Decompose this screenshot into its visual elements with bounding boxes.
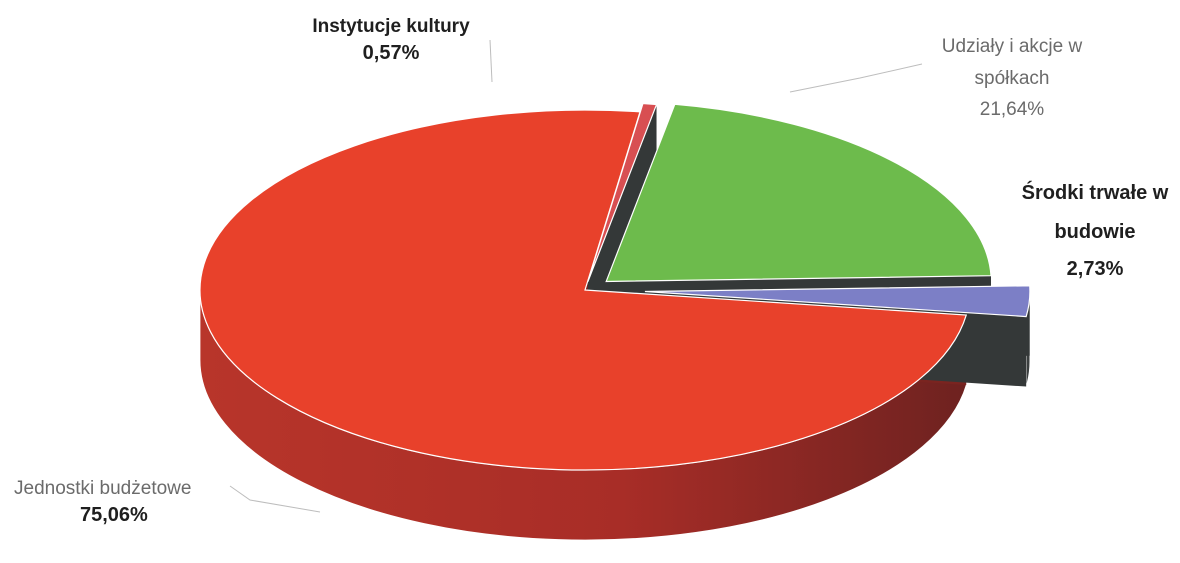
slice-label-name: Instytucje kultury — [312, 16, 470, 37]
label-srodki-trwale: Środki trwałe w budowie 2,73% — [1015, 180, 1175, 283]
slice-label-value: 0,57% — [362, 41, 420, 64]
leader-line-instytucje — [489, 39, 493, 83]
slice-label-name-line2: budowie — [1054, 221, 1136, 243]
label-instytucje-kultury: Instytucje kultury 0,57% — [296, 14, 486, 67]
pie-slice-środki-trwałe-w-budowie — [644, 285, 1031, 318]
leader-line-jednostki — [229, 485, 321, 513]
pie-slice-instytucje-kultury — [587, 102, 658, 282]
slice-label-name-line2: spółkach — [974, 67, 1050, 89]
leader-line-udzialy — [789, 63, 923, 93]
slice-label-name: Jednostki budżetowe — [14, 478, 192, 499]
pie-slice-jednostki-budżetowe — [199, 109, 968, 471]
label-udzialy-akcje: Udziały i akcje w spółkach 21,64% — [922, 34, 1102, 123]
pie-slice-udziały-i-akcje-w-spółkach — [605, 103, 992, 283]
slice-label-value: 2,73% — [1066, 258, 1124, 280]
slice-label-value: 75,06% — [80, 503, 148, 526]
slice-label-name-line1: Udziały i akcje w — [941, 36, 1083, 57]
slice-label-name-line1: Środki trwałe w — [1021, 182, 1169, 204]
slice-label-value: 21,64% — [979, 99, 1045, 121]
label-jednostki-budzetowe: Jednostki budżetowe 75,06% — [0, 476, 240, 529]
